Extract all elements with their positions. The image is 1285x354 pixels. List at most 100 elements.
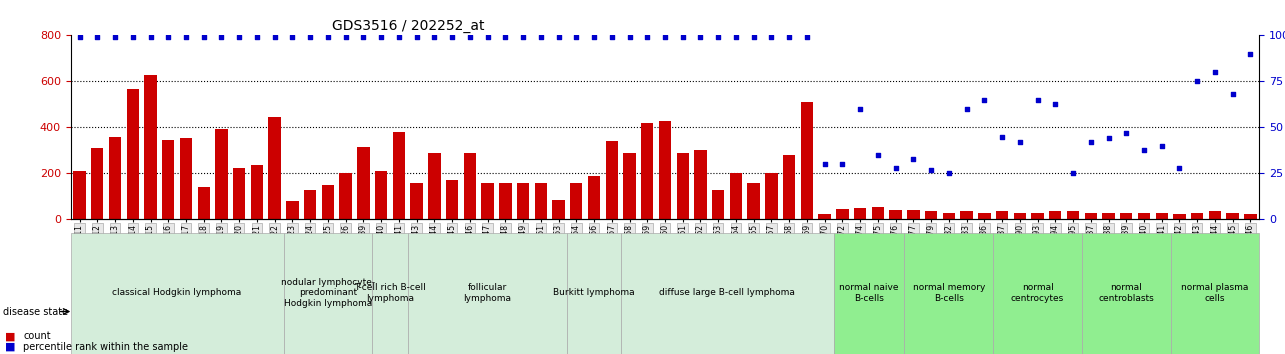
Point <box>140 34 161 40</box>
Bar <box>198 187 209 219</box>
Point <box>885 165 906 171</box>
Bar <box>748 183 759 219</box>
Point <box>531 34 551 40</box>
Point <box>477 34 497 40</box>
Bar <box>162 140 175 219</box>
Bar <box>623 153 636 219</box>
Point <box>424 34 445 40</box>
Bar <box>801 102 813 219</box>
Point <box>992 134 1013 139</box>
FancyBboxPatch shape <box>1171 233 1259 354</box>
Point <box>87 34 108 40</box>
Point <box>406 34 427 40</box>
Point <box>283 34 303 40</box>
Point <box>1204 69 1225 75</box>
Point <box>1010 139 1031 145</box>
Bar <box>1173 214 1186 219</box>
Point <box>1081 139 1101 145</box>
Bar <box>535 183 547 219</box>
Point <box>833 161 853 167</box>
Bar <box>446 181 459 219</box>
Text: T-cell rich B-cell
lymphoma: T-cell rich B-cell lymphoma <box>355 283 425 303</box>
Text: ■: ■ <box>5 331 15 341</box>
Bar <box>855 208 866 219</box>
Text: disease state: disease state <box>3 307 68 316</box>
Bar <box>978 212 991 219</box>
Bar <box>1032 212 1043 219</box>
Bar <box>180 138 193 219</box>
Text: Burkitt lymphoma: Burkitt lymphoma <box>554 288 635 297</box>
Bar <box>605 141 618 219</box>
Bar <box>410 183 423 219</box>
Bar <box>517 183 529 219</box>
Point <box>549 34 569 40</box>
Point <box>761 34 781 40</box>
Bar <box>571 183 582 219</box>
Point <box>815 161 835 167</box>
FancyBboxPatch shape <box>373 233 407 354</box>
Bar <box>73 171 86 219</box>
Point <box>1133 147 1154 152</box>
Text: normal plasma
cells: normal plasma cells <box>1181 283 1249 303</box>
Bar <box>712 189 725 219</box>
Point <box>105 34 126 40</box>
Point <box>158 34 179 40</box>
Point <box>779 34 799 40</box>
Point <box>565 34 586 40</box>
FancyBboxPatch shape <box>1082 233 1171 354</box>
Point <box>1099 136 1119 141</box>
FancyBboxPatch shape <box>905 233 993 354</box>
Bar <box>766 173 777 219</box>
Bar <box>1121 212 1132 219</box>
Bar <box>269 117 281 219</box>
Point <box>708 34 729 40</box>
Point <box>495 34 515 40</box>
Bar <box>1209 211 1221 219</box>
Text: diffuse large B-cell lymphoma: diffuse large B-cell lymphoma <box>659 288 795 297</box>
Point <box>442 34 463 40</box>
Bar <box>233 168 245 219</box>
Point <box>672 34 693 40</box>
Point <box>122 34 143 40</box>
FancyBboxPatch shape <box>568 233 621 354</box>
Point <box>690 34 711 40</box>
Point <box>956 106 977 112</box>
Bar <box>996 211 1009 219</box>
Text: classical Hodgkin lymphoma: classical Hodgkin lymphoma <box>113 288 242 297</box>
Bar <box>889 210 902 219</box>
Point <box>247 34 267 40</box>
Bar <box>676 153 689 219</box>
Text: normal naive
B-cells: normal naive B-cells <box>839 283 898 303</box>
Point <box>637 34 658 40</box>
Bar <box>960 211 973 219</box>
Bar <box>1049 211 1061 219</box>
Bar <box>1014 212 1025 219</box>
Bar <box>287 201 298 219</box>
Bar <box>109 137 121 219</box>
Bar <box>1155 212 1168 219</box>
Text: normal memory
B-cells: normal memory B-cells <box>912 283 986 303</box>
FancyBboxPatch shape <box>284 233 373 354</box>
Point <box>867 152 888 158</box>
Bar <box>871 207 884 219</box>
Point <box>211 34 231 40</box>
Point <box>1063 171 1083 176</box>
Bar <box>925 211 937 219</box>
Point <box>974 97 995 103</box>
Bar <box>321 185 334 219</box>
Point <box>1115 130 1136 136</box>
Bar <box>694 150 707 219</box>
Point <box>849 106 870 112</box>
Bar <box>837 209 848 219</box>
Bar <box>1137 212 1150 219</box>
Point <box>1240 51 1261 57</box>
Point <box>619 34 640 40</box>
Bar <box>641 123 654 219</box>
Point <box>903 156 924 161</box>
Bar <box>464 153 475 219</box>
Bar <box>943 212 955 219</box>
FancyBboxPatch shape <box>407 233 568 354</box>
Point <box>744 34 765 40</box>
Point <box>335 34 356 40</box>
Bar <box>251 165 263 219</box>
